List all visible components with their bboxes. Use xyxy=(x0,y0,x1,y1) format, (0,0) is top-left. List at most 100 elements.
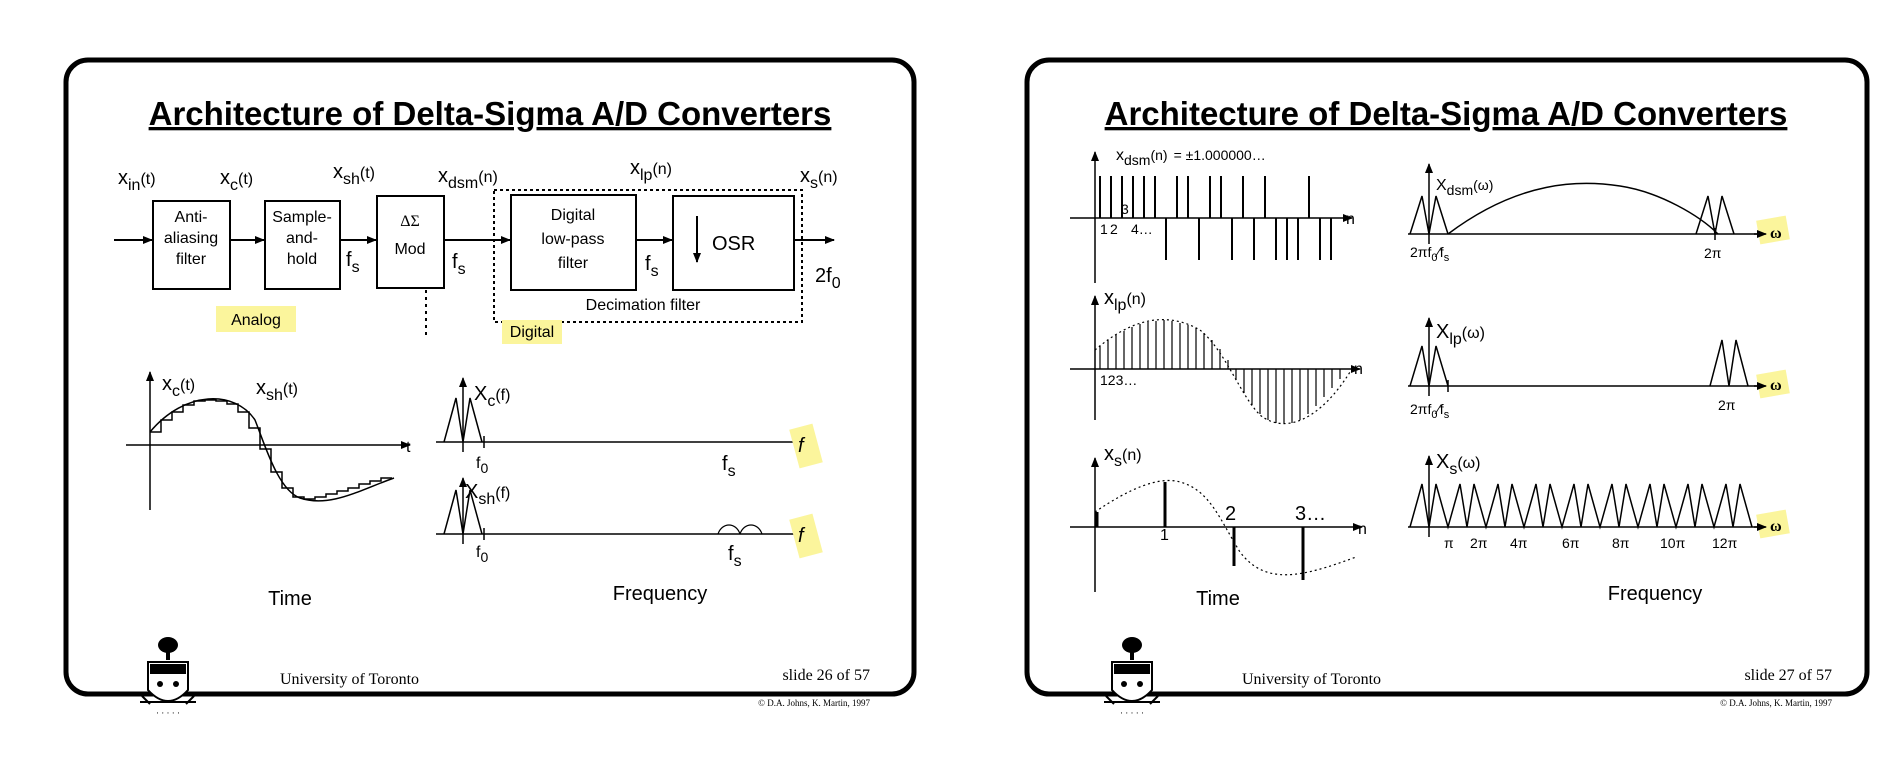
svg-text:2f0: 2f0 xyxy=(815,265,841,292)
xlp-freq-plot: Xlp(ω) 2πf0⁄fs 2π ω xyxy=(1408,317,1790,421)
svg-text:n: n xyxy=(1346,211,1355,228)
svg-text:Analog: Analog xyxy=(231,312,281,329)
svg-text:and-: and- xyxy=(286,230,318,247)
frequency-caption: Frequency xyxy=(613,583,708,605)
block-sample-and-hold: Sample- and- hold xyxy=(264,200,341,290)
svg-text:6π: 6π xyxy=(1562,535,1580,551)
svg-text:2: 2 xyxy=(1225,503,1236,525)
svg-text:3…: 3… xyxy=(1295,503,1326,525)
xs-time-plot: xs(n) n 1 2 3… xyxy=(1070,443,1367,592)
footer-slide-number: slide 26 of 57 xyxy=(782,667,870,684)
xdsm-freq-plot: Xdsm(ω) 2πf0⁄fs 2π ω xyxy=(1408,163,1790,264)
time-axis-label: t xyxy=(406,439,411,456)
block-antialiasing-filter: Anti- aliasing filter xyxy=(152,200,231,290)
svg-text:4π: 4π xyxy=(1510,535,1528,551)
footer-slide-number: slide 27 of 57 xyxy=(1744,667,1832,684)
svg-text:xdsm(n): xdsm(n) xyxy=(438,165,498,192)
svg-text:· · · · ·: · · · · · xyxy=(1120,708,1144,718)
svg-text:xlp(n): xlp(n) xyxy=(630,157,672,184)
slide-26: Architecture of Delta-Sigma A/D Converte… xyxy=(63,57,917,718)
xdsm-time-plot: xdsm(n) = ±1.000000… n 1 2 3 4… xyxy=(1070,147,1355,283)
svg-text:12π: 12π xyxy=(1712,535,1738,551)
svg-text:xin(t): xin(t) xyxy=(118,167,156,194)
svg-text:aliasing: aliasing xyxy=(164,230,218,247)
svg-text:n: n xyxy=(1354,361,1363,378)
svg-text:Xs(ω): Xs(ω) xyxy=(1436,451,1481,478)
svg-text:ω: ω xyxy=(1770,518,1782,535)
svg-text:π: π xyxy=(1444,535,1454,551)
signal-label-xlp: xlp(n) xyxy=(630,157,672,184)
svg-text:Sample-: Sample- xyxy=(272,209,332,226)
university-crest-logo: · · · · · xyxy=(1104,637,1160,718)
xlp-samples xyxy=(1099,320,1341,424)
svg-text:Xsh(f): Xsh(f) xyxy=(465,481,510,508)
svg-text:filter: filter xyxy=(558,255,589,272)
rate-label-2f0: 2f0 xyxy=(815,265,841,292)
xc-curve-label: xc(t) xyxy=(162,373,195,400)
signal-label-xsh: xsh(t) xyxy=(333,161,375,188)
fs-tick-label: fs xyxy=(722,453,736,480)
analog-region-label: Analog xyxy=(216,306,296,332)
signal-label-xin: xin(t) xyxy=(118,167,156,194)
signal-label-xc: xc(t) xyxy=(220,167,253,194)
svg-text:2: 2 xyxy=(1110,221,1118,237)
svg-text:xlp(n): xlp(n) xyxy=(1104,287,1146,314)
xsh-staircase xyxy=(150,399,392,500)
svg-text:n: n xyxy=(1358,521,1367,538)
svg-text:fs: fs xyxy=(452,251,466,278)
svg-text:f: f xyxy=(798,525,806,547)
svg-text:Xc(f): Xc(f) xyxy=(474,383,510,410)
svg-text:filter: filter xyxy=(176,251,207,268)
svg-text:OSR: OSR xyxy=(712,233,755,255)
svg-text:Anti-: Anti- xyxy=(175,209,208,226)
svg-text:Digital: Digital xyxy=(551,207,595,224)
footer-org: University of Toronto xyxy=(1242,671,1381,688)
svg-text:2πf0⁄fs: 2πf0⁄fs xyxy=(1410,244,1450,264)
svg-text:low-pass: low-pass xyxy=(541,231,604,248)
signal-label-xs: xs(n) xyxy=(800,165,838,192)
university-crest-logo: · · · · · xyxy=(140,637,196,718)
xlp-time-plot: xlp(n) n 123… xyxy=(1070,287,1363,425)
svg-text:1: 1 xyxy=(1100,221,1108,237)
footer-org: University of Toronto xyxy=(280,671,419,688)
svg-text:2π: 2π xyxy=(1470,535,1488,551)
slide-27: Architecture of Delta-Sigma A/D Converte… xyxy=(1024,57,1870,718)
time-caption: Time xyxy=(268,588,312,610)
svg-text:2πf0⁄fs: 2πf0⁄fs xyxy=(1410,401,1450,421)
svg-text:xs(n): xs(n) xyxy=(800,165,838,192)
svg-text:xsh(t): xsh(t) xyxy=(333,161,375,188)
page-title: Architecture of Delta-Sigma A/D Converte… xyxy=(1105,95,1788,132)
svg-text:1: 1 xyxy=(1160,527,1169,544)
svg-text:xdsm(n)= ±1.000000…: xdsm(n) = ±1.000000… xyxy=(1116,147,1266,168)
svg-text:4…: 4… xyxy=(1131,221,1153,237)
rate-label-fs-3: fs xyxy=(645,253,659,280)
digital-region-label: Digital xyxy=(502,320,562,344)
rate-label-fs-1: fs xyxy=(346,249,360,276)
svg-text:fs: fs xyxy=(728,543,742,570)
svg-text:f0: f0 xyxy=(476,544,488,565)
slide-frame xyxy=(63,57,917,697)
svg-text:fs: fs xyxy=(346,249,360,276)
svg-text:Mod: Mod xyxy=(394,241,425,258)
svg-text:fs: fs xyxy=(645,253,659,280)
svg-text:2π: 2π xyxy=(1704,245,1722,261)
svg-text:· · · · ·: · · · · · xyxy=(156,708,180,718)
page-title: Architecture of Delta-Sigma A/D Converte… xyxy=(149,95,832,132)
svg-text:Digital: Digital xyxy=(510,324,554,341)
svg-text:Xlp(ω): Xlp(ω) xyxy=(1436,321,1485,348)
svg-text:ω: ω xyxy=(1770,377,1782,394)
rate-label-fs-2: fs xyxy=(452,251,466,278)
svg-text:hold: hold xyxy=(287,251,317,268)
copyright: © D.A. Johns, K. Martin, 1997 xyxy=(1720,698,1832,708)
freq-plot-xc: Xc(f) f0 fs f xyxy=(436,377,823,480)
block-delta-sigma-modulator: ΔΣ Mod xyxy=(376,195,445,289)
svg-text:ω: ω xyxy=(1770,225,1782,242)
svg-text:10π: 10π xyxy=(1660,535,1686,551)
block-osr-downsampler: OSR xyxy=(672,195,795,291)
f0-tick-label: f0 xyxy=(476,455,488,476)
svg-text:123…: 123… xyxy=(1100,372,1137,388)
svg-text:Xdsm(ω): Xdsm(ω) xyxy=(1436,177,1493,198)
time-plot: t xc(t) xsh(t) xyxy=(126,371,411,510)
signal-label-xdsm: xdsm(n) xyxy=(438,165,498,192)
